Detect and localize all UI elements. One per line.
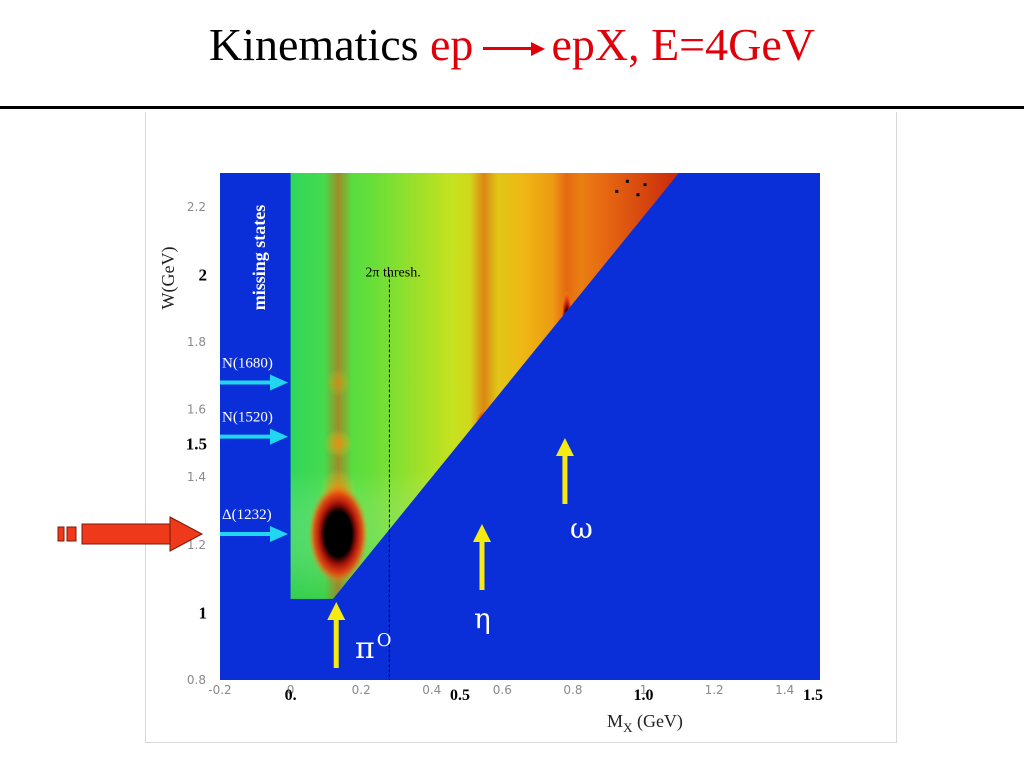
resonance-label-1: N(1520) xyxy=(222,410,273,426)
resonance-label-2: Δ(1232) xyxy=(222,507,272,523)
big-arrow-head xyxy=(169,516,204,552)
resonance-arrow-icon-0 xyxy=(220,374,288,391)
y-tick-label-5: 2.2 xyxy=(187,200,206,214)
resonance-label-0: N(1680) xyxy=(222,356,273,372)
y-tick-label-2: 1.4 xyxy=(187,470,206,484)
resonance-arrow-icon-2 xyxy=(220,525,288,542)
delta-peak xyxy=(308,483,369,584)
y-tick-label-0: 0.8 xyxy=(187,673,206,687)
title-divider xyxy=(0,106,1024,109)
title-red-epx: epX, E=4GeV xyxy=(551,19,815,70)
y-tick-label-4: 1.8 xyxy=(187,335,206,349)
big-arrow-stripe-1 xyxy=(57,526,65,542)
figure-frame xyxy=(145,112,897,743)
y-overlay-label-2: 1 xyxy=(199,603,208,622)
big-arrow-stripe-2 xyxy=(66,526,77,542)
big-red-arrow-icon xyxy=(57,516,204,552)
meson-label-2: ω xyxy=(570,512,593,545)
resonance-arrow-head-1 xyxy=(270,428,288,445)
meson-arrow-head-2 xyxy=(555,438,574,456)
x-tick-label-8: 1.4 xyxy=(775,683,794,697)
resonance-arrow-head-2 xyxy=(270,525,288,542)
x-overlay-label-3: 1.5 xyxy=(803,687,823,704)
x-overlay-label-0: 0. xyxy=(285,687,297,704)
meson-arrow-icon-0 xyxy=(327,602,346,668)
y-tick-label-3: 1.6 xyxy=(187,403,206,417)
resonance-blob-2 xyxy=(324,429,353,458)
y-axis-title: W(GeV) xyxy=(158,247,179,310)
dark-speck-0 xyxy=(625,179,629,183)
x-tick-label-1: 0 xyxy=(287,683,295,697)
title-black-text: Kinematics xyxy=(209,19,419,70)
resonance-arrow-head-0 xyxy=(270,374,288,391)
meson-arrow-head-1 xyxy=(473,524,491,542)
y-overlay-label-1: 1.5 xyxy=(186,434,207,453)
y-overlay-label-0: 2 xyxy=(199,265,208,284)
resonance-arrow-icon-1 xyxy=(220,428,288,445)
x-axis-title: MX (GeV) xyxy=(607,711,683,735)
slide-title: Kinematics ep epX, E=4GeV xyxy=(0,18,1024,71)
x-tick-label-3: 0.4 xyxy=(422,683,441,697)
y-tick-label-1: 1.2 xyxy=(187,538,206,552)
threshold-label: 2π thresh. xyxy=(365,265,420,280)
plot-area: 2π thresh. missing states N(1680) N(1520) Δ(… xyxy=(57,173,823,735)
title-red-ep: ep xyxy=(430,19,474,70)
x-tick-label-7: 1.2 xyxy=(705,683,724,697)
x-tick-label-5: 0.8 xyxy=(563,683,582,697)
meson-arrow-head-0 xyxy=(327,602,346,620)
dark-speck-1 xyxy=(643,183,647,187)
x-tick-label-6: 1 xyxy=(640,683,648,697)
x-overlay-label-1: 0.5 xyxy=(450,687,470,704)
meson-arrow-icon-2 xyxy=(555,438,574,504)
x-overlay-label-2: 1.0 xyxy=(634,687,654,704)
x-tick-label-0: -0.2 xyxy=(208,683,231,697)
meson-arrow-icon-1 xyxy=(473,524,491,590)
missing-states-label: missing states xyxy=(249,205,269,311)
x-tick-label-4: 0.6 xyxy=(493,683,512,697)
dark-speck-2 xyxy=(615,189,619,193)
big-arrow-body xyxy=(81,523,175,545)
meson-label-1: η xyxy=(474,602,491,635)
dark-speck-3 xyxy=(636,193,640,197)
x-tick-label-2: 0.2 xyxy=(352,683,371,697)
resonance-blob-3 xyxy=(326,368,351,397)
title-arrow-icon xyxy=(483,39,546,59)
